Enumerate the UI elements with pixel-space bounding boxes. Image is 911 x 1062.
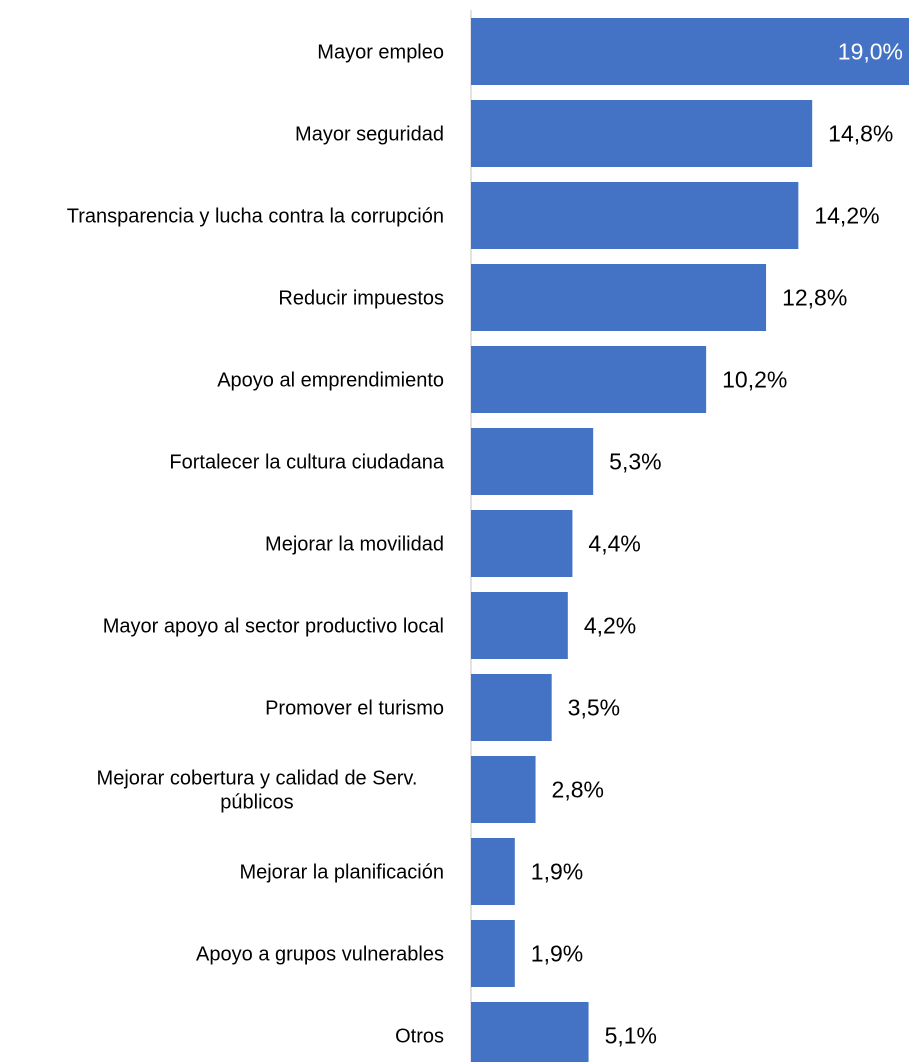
- bar: [471, 346, 707, 413]
- value-label: 2,8%: [552, 777, 604, 803]
- value-label: 4,4%: [588, 531, 640, 557]
- value-labels-group: 19,0% 14,8% 14,2% 12,8% 10,2% 5,3% 4,4% 4,2% 3,5…: [531, 39, 903, 1049]
- bar: [471, 428, 594, 495]
- value-label: 10,2%: [722, 367, 787, 393]
- category-labels-group: Mayor empleo Mayor seguridad Transparencia…: [67, 42, 445, 1048]
- bar: [471, 18, 909, 85]
- bar: [471, 182, 799, 249]
- category-label: Apoyo al emprendimiento: [217, 370, 444, 392]
- value-label: 1,9%: [531, 941, 583, 967]
- bar: [471, 100, 813, 167]
- category-label: Mejorar la planificación: [239, 862, 444, 884]
- value-label: 5,1%: [605, 1023, 657, 1049]
- category-label: Fortalecer la cultura ciudadana: [169, 452, 444, 474]
- bar: [471, 838, 515, 905]
- value-label: 3,5%: [568, 695, 620, 721]
- bar: [471, 592, 568, 659]
- bar: [471, 920, 515, 987]
- bars-group: [471, 18, 909, 1062]
- category-label: Mayor seguridad: [295, 124, 444, 146]
- category-label: Otros: [395, 1026, 444, 1048]
- category-label: Mejorar la movilidad: [265, 534, 444, 556]
- category-label: Mejorar cobertura y calidad de Serv. públ…: [97, 768, 418, 814]
- value-label: 5,3%: [609, 449, 661, 475]
- category-label: Transparencia y lucha contra la corrupci…: [67, 206, 444, 228]
- bar: [471, 264, 767, 331]
- category-label: Reducir impuestos: [278, 288, 444, 310]
- bar: [471, 1002, 589, 1062]
- category-label: Promover el turismo: [265, 698, 444, 720]
- value-label: 12,8%: [782, 285, 847, 311]
- value-label: 4,2%: [584, 613, 636, 639]
- bar: [471, 510, 573, 577]
- value-label: 1,9%: [531, 859, 583, 885]
- value-label: 14,8%: [828, 121, 893, 147]
- bar: [471, 674, 552, 741]
- category-label: Mayor empleo: [317, 42, 444, 64]
- category-label: Mayor apoyo al sector productivo local: [103, 616, 444, 638]
- value-label: 19,0%: [838, 39, 903, 65]
- value-label: 14,2%: [814, 203, 879, 229]
- bar: [471, 756, 536, 823]
- category-label: Apoyo a grupos vulnerables: [196, 944, 444, 966]
